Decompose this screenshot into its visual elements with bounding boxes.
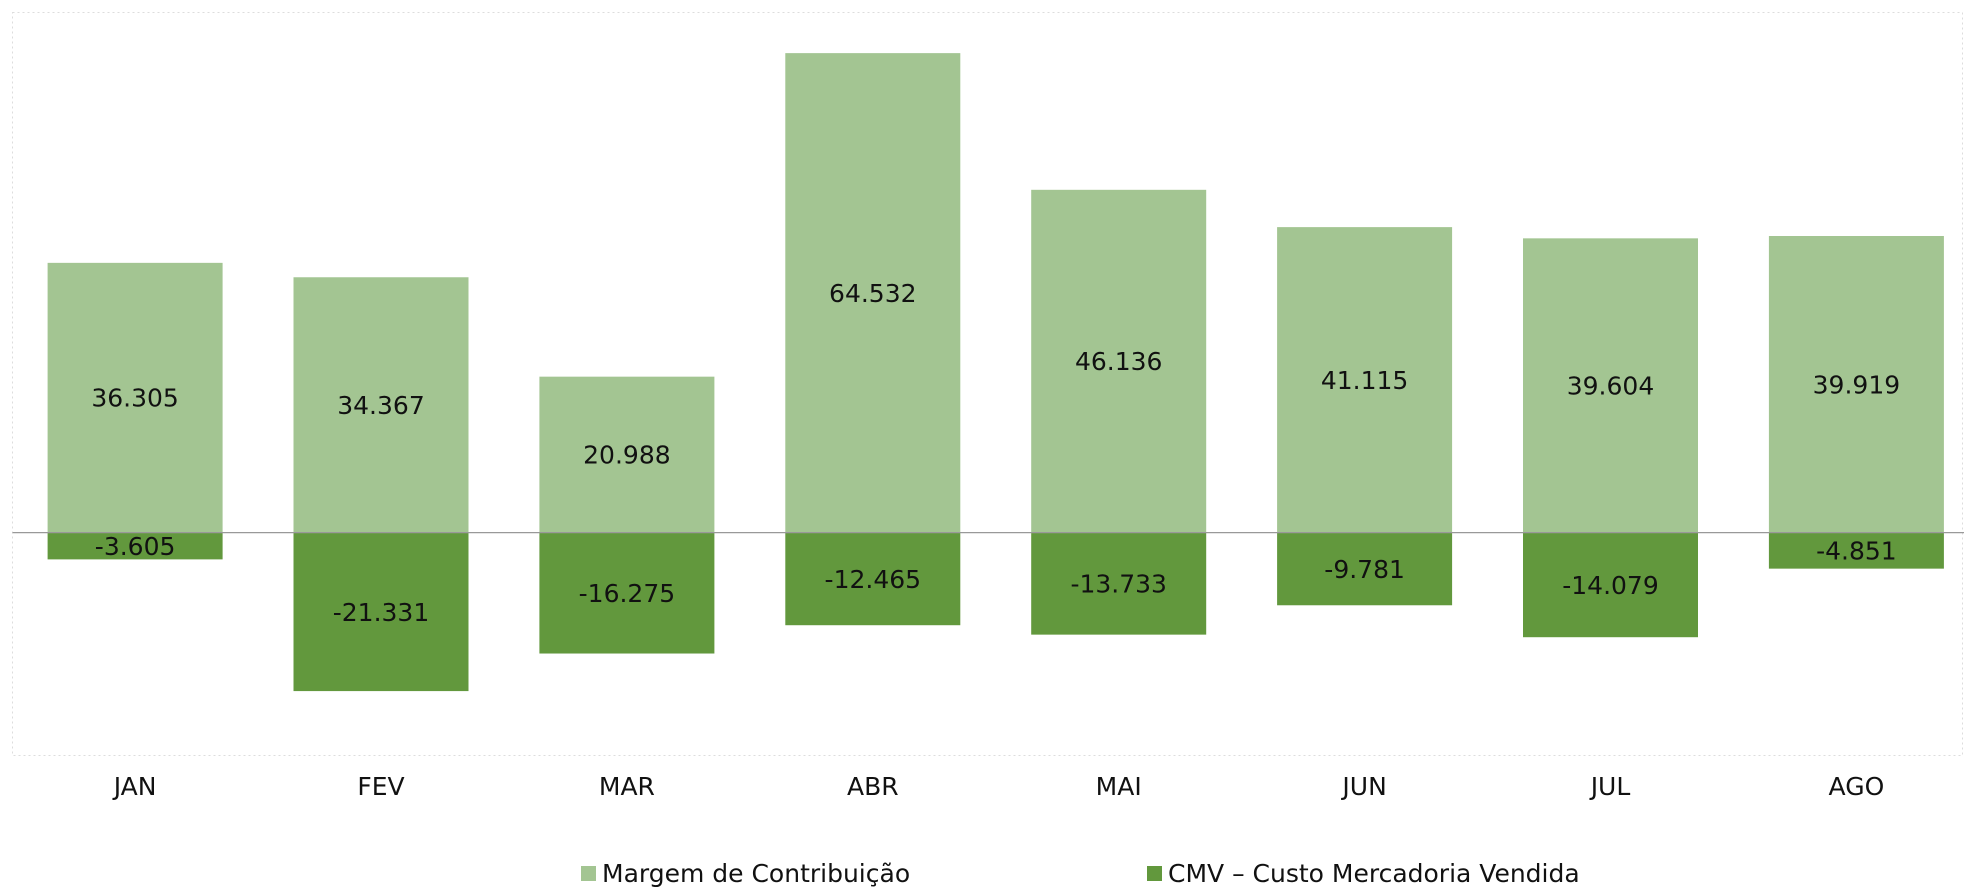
bar <box>293 532 469 692</box>
data-label: 64.532 <box>829 279 916 308</box>
bar <box>1277 227 1453 533</box>
data-label: -13.733 <box>1070 570 1167 599</box>
bar <box>1031 532 1207 635</box>
bar <box>539 376 715 533</box>
legend-swatch <box>581 866 596 881</box>
x-tick-label: MAR <box>599 772 655 801</box>
data-label: -3.605 <box>95 532 176 561</box>
bar <box>1523 238 1698 533</box>
bar <box>47 262 223 533</box>
x-tick-label: JUN <box>1340 772 1386 801</box>
bar <box>293 277 469 533</box>
x-tick-label: JAN <box>112 772 157 801</box>
bar <box>785 53 961 533</box>
legend-swatch <box>1147 866 1162 881</box>
data-label: -12.465 <box>825 565 922 594</box>
bar <box>539 532 715 654</box>
plot-border <box>12 12 1963 756</box>
bar <box>1031 189 1207 533</box>
data-label: 20.988 <box>583 441 670 470</box>
x-tick-label: AGO <box>1829 772 1885 801</box>
bar <box>785 532 961 626</box>
data-label: 39.604 <box>1567 371 1654 400</box>
bar <box>1523 532 1698 638</box>
data-label: -14.079 <box>1562 571 1659 600</box>
legend-label: CMV – Custo Mercadoria Vendida <box>1168 859 1580 888</box>
bar <box>1768 236 1944 533</box>
data-label: -21.331 <box>333 598 430 627</box>
legend-label: Margem de Contribuição <box>602 859 910 888</box>
data-label: 46.136 <box>1075 347 1162 376</box>
data-label: 39.919 <box>1813 370 1900 399</box>
data-label: -4.851 <box>1816 537 1897 566</box>
x-tick-label: JUL <box>1589 772 1631 801</box>
x-tick-label: FEV <box>357 772 404 801</box>
data-label: -9.781 <box>1324 555 1405 584</box>
bar <box>47 532 223 560</box>
x-tick-label: MAI <box>1096 772 1142 801</box>
data-label: 36.305 <box>91 384 178 413</box>
data-label: -16.275 <box>579 579 676 608</box>
data-label: 41.115 <box>1321 366 1408 395</box>
bar <box>1277 532 1453 606</box>
bar <box>1768 532 1944 569</box>
data-label: 34.367 <box>337 391 424 420</box>
x-tick-label: ABR <box>847 772 899 801</box>
